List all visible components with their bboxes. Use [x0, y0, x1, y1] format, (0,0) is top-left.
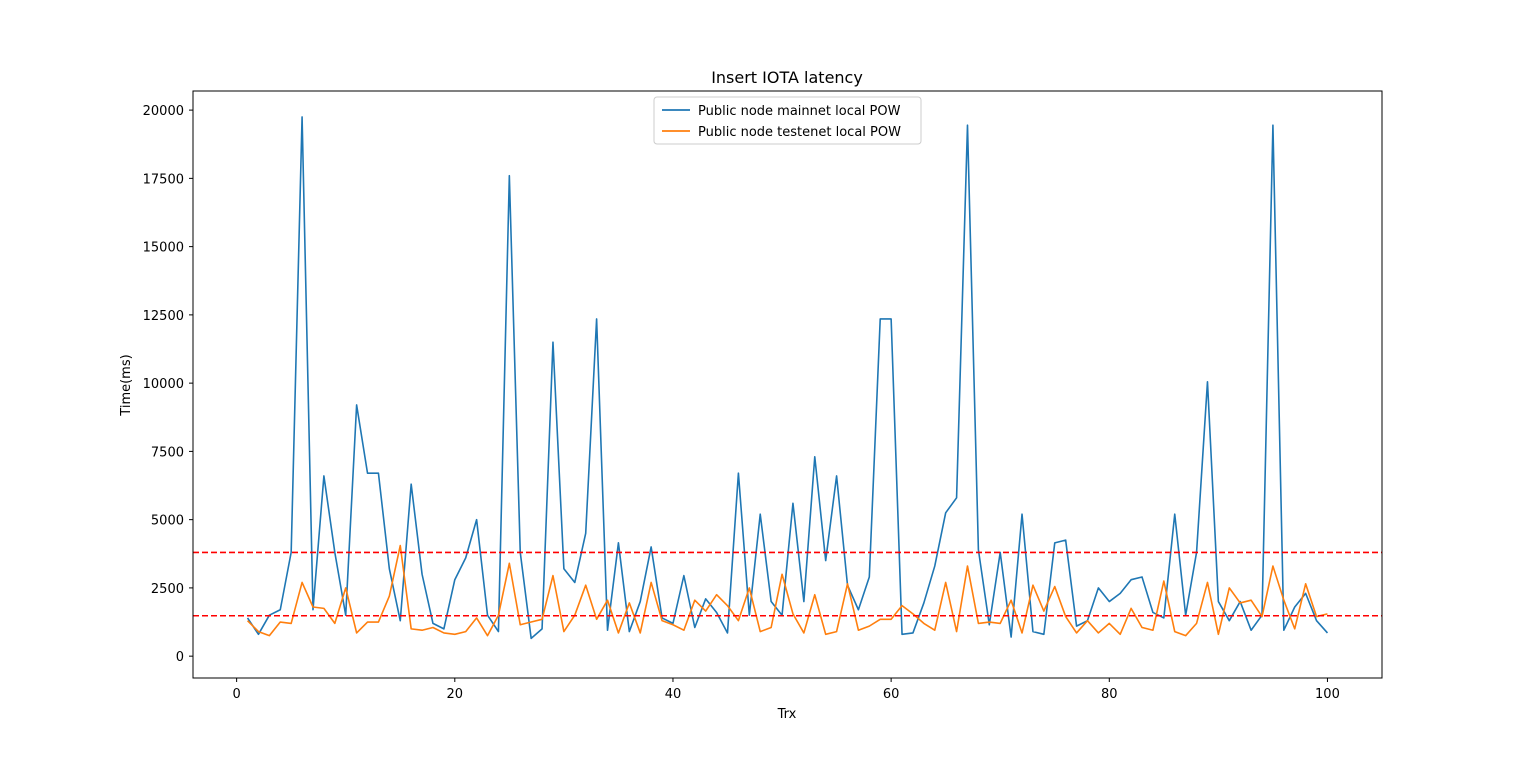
y-tick-label: 20000 [143, 104, 184, 119]
y-tick-label: 5000 [151, 514, 184, 529]
series-line-2 [246, 544, 1328, 637]
x-tick-label: 60 [883, 687, 900, 702]
legend-label-1: Public node mainnet local POW [698, 104, 901, 119]
y-tick-label: 0 [176, 650, 184, 665]
y-axis-label: Time(ms) [119, 354, 134, 416]
plot-frame [192, 90, 1383, 679]
legend-box [653, 96, 922, 145]
x-tick-label: 40 [665, 687, 682, 702]
y-tick-label: 7500 [151, 445, 184, 460]
x-tick-label: 80 [1101, 687, 1118, 702]
y-axis: 0 2500 5000 7500 10000 12500 15000 17500 20000 [143, 104, 193, 665]
x-axis-label: Trx [777, 707, 797, 722]
legend: Public node mainnet local POW Public node… [653, 96, 922, 145]
x-tick-label: 20 [447, 687, 464, 702]
y-tick-label: 2500 [151, 582, 184, 597]
y-tick-label: 10000 [143, 377, 184, 392]
legend-label-2: Public node testenet local POW [698, 125, 901, 140]
y-tick-label: 12500 [143, 309, 184, 324]
x-axis: 0 20 40 60 80 100 [232, 678, 1340, 702]
series-line-1 [246, 116, 1329, 640]
y-tick-label: 15000 [143, 241, 184, 256]
chart-title: Insert IOTA latency [711, 68, 863, 87]
x-tick-label: 0 [232, 687, 240, 702]
x-tick-label: 100 [1315, 687, 1340, 702]
y-tick-label: 17500 [143, 172, 184, 187]
